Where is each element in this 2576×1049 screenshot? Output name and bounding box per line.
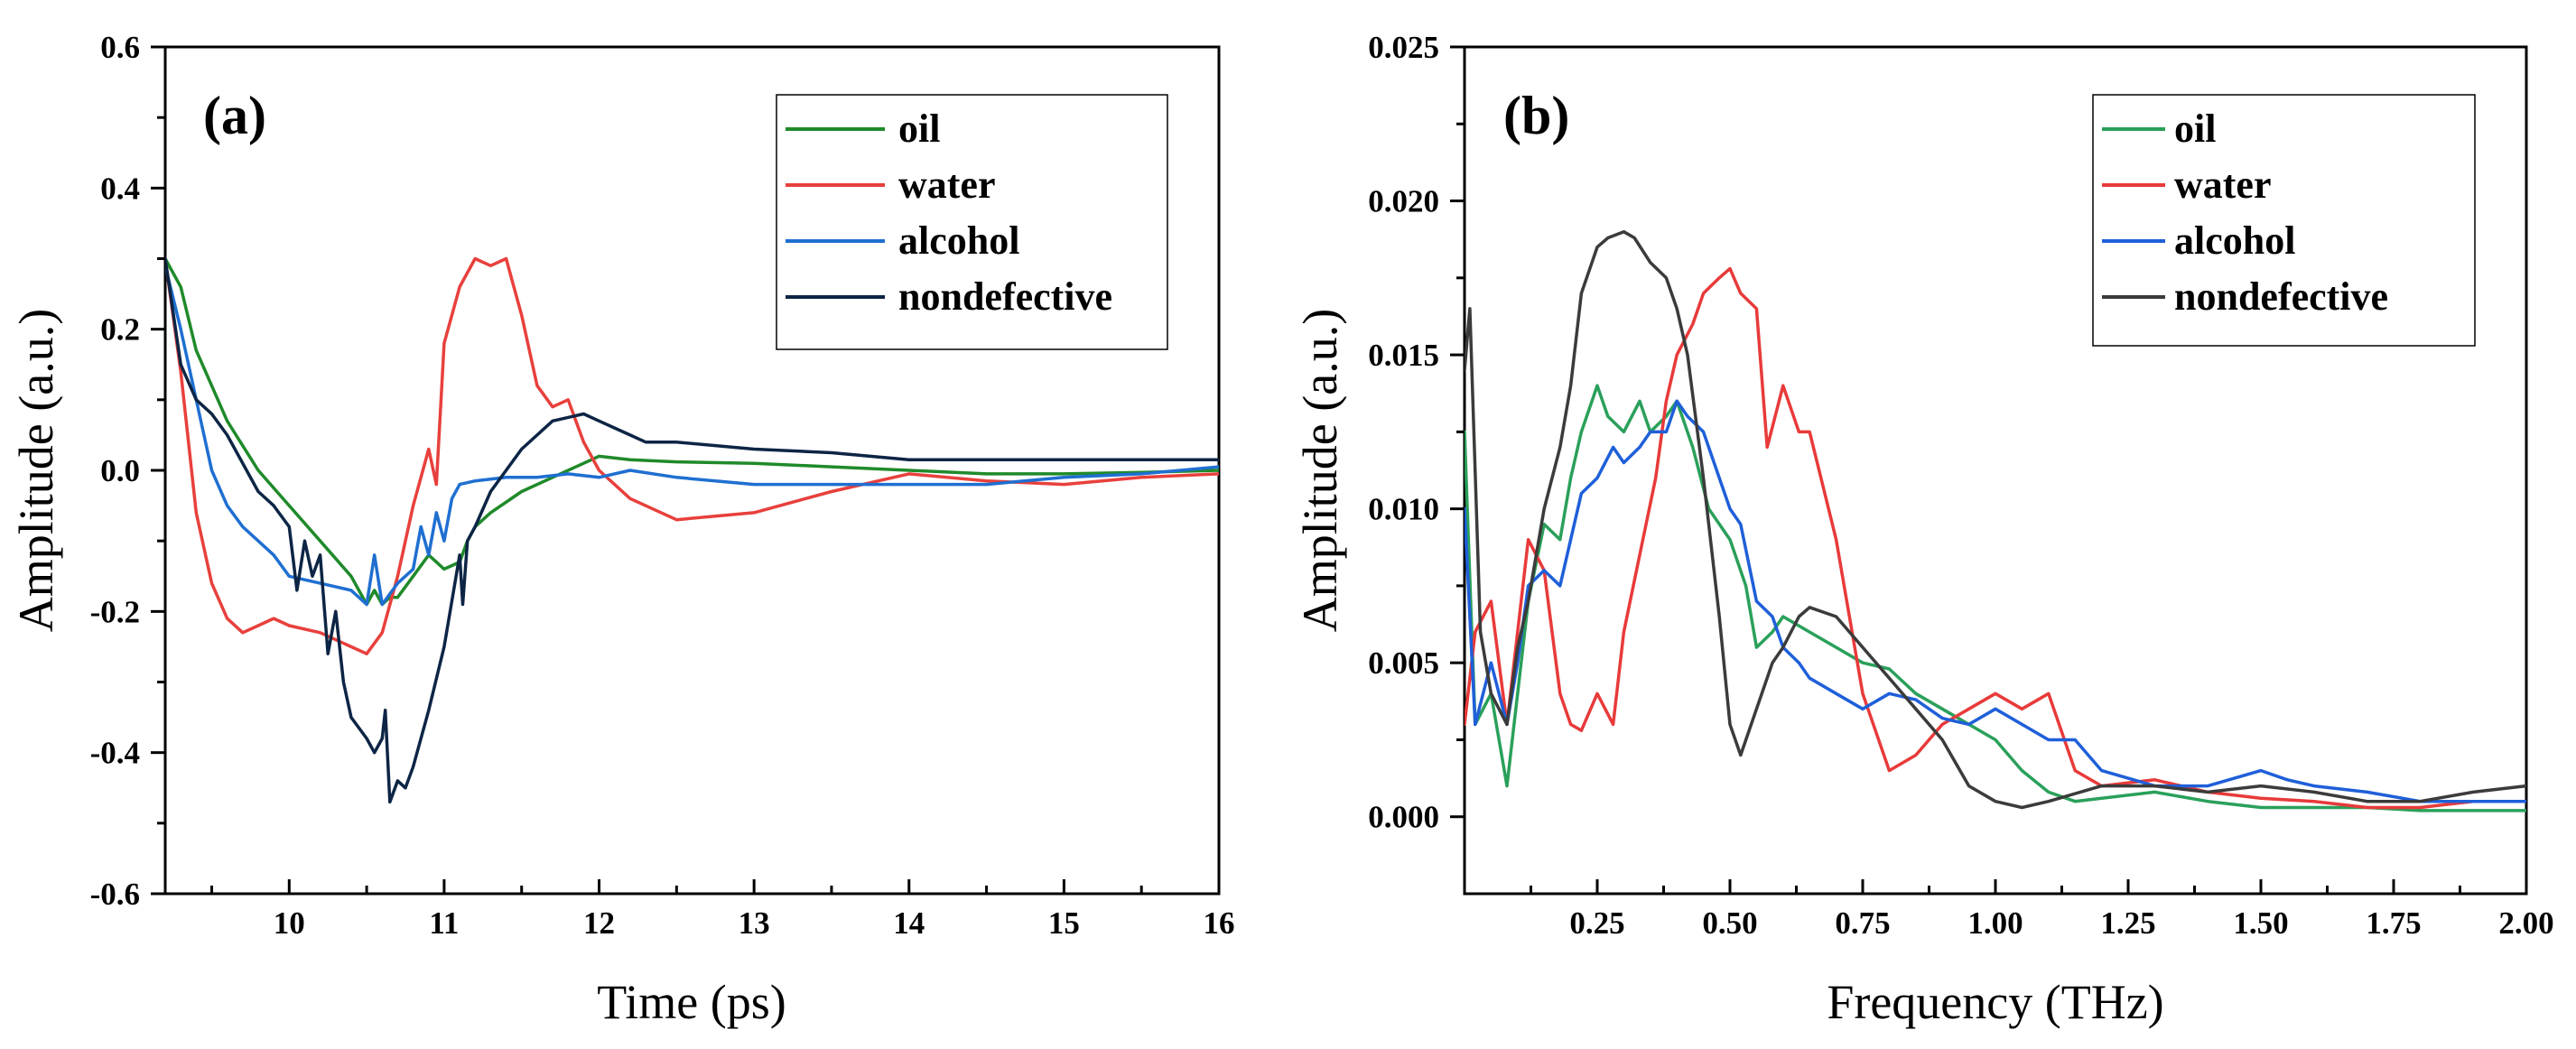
y-tick-label: -0.2: [90, 594, 140, 629]
legend-label-oil: oil: [898, 107, 940, 151]
y-axis-b: 0.000 0.005 0.010 0.015 0.020 0.025: [1368, 30, 1465, 835]
x-axis-a: 10 11 12 13 14 15 16: [209, 879, 1235, 941]
x-axis-title-b: Frequency (THz): [1827, 975, 2163, 1029]
y-tick-label: 0.015: [1368, 338, 1439, 373]
x-tick-label: 12: [583, 905, 615, 941]
y-axis-title-b: Amplitude (a.u.): [1293, 309, 1347, 632]
y-tick-label: 0.025: [1368, 30, 1439, 65]
panel-label-b: (b): [1503, 86, 1569, 145]
x-tick-label: 1.50: [2233, 905, 2288, 941]
x-tick-label: 0.75: [1835, 905, 1890, 941]
x-tick-label: 16: [1204, 905, 1235, 941]
legend-label-alcohol: alcohol: [898, 218, 1019, 263]
series-line-nondefective: [165, 256, 1219, 804]
series-line-alcohol: [1465, 399, 2526, 803]
x-tick-label: 14: [893, 905, 925, 941]
y-tick-label: 0.2: [100, 312, 140, 348]
legend-label-alcohol: alcohol: [2174, 218, 2295, 263]
series-group-a: [165, 256, 1219, 804]
series-group-b: [1465, 229, 2526, 812]
panel-a: 10 11 12 13 14 15 16 -0.6-0.4-0.20.00.20.40.6 …: [9, 30, 1235, 1029]
series-line-water: [1465, 266, 2526, 810]
legend-b: oil water alcohol nondefective: [2092, 94, 2476, 347]
series-line-alcohol: [165, 264, 1219, 607]
y-tick-label: 0.005: [1368, 645, 1439, 681]
legend-label-nondefective: nondefective: [2174, 274, 2388, 319]
y-tick-label: -0.6: [90, 877, 140, 912]
x-axis-title-a: Time (ps): [597, 975, 786, 1029]
x-tick-label: 1.75: [2366, 905, 2421, 941]
y-tick-label: 0.010: [1368, 492, 1439, 527]
x-tick-label: 10: [274, 905, 305, 941]
legend-a: oil water alcohol nondefective: [776, 94, 1168, 350]
x-tick-label: 1.25: [2100, 905, 2155, 941]
legend-label-water: water: [898, 162, 996, 207]
panel-b: 0.25 0.50 0.75 1.00 1.25 1.50 1.75 2.00 0.0000.…: [1293, 30, 2554, 1029]
x-tick-label: 15: [1048, 905, 1080, 941]
x-axis-b: 0.25 0.50 0.75 1.00 1.25 1.50 1.75 2.00: [1530, 879, 2554, 941]
x-tick-label: 13: [739, 905, 770, 941]
y-tick-label: -0.4: [90, 736, 140, 771]
y-tick-label: 0.0: [100, 453, 140, 488]
y-tick-label: 0.020: [1368, 184, 1439, 219]
x-tick-label: 11: [429, 905, 459, 941]
y-tick-label: 0.000: [1368, 800, 1439, 835]
x-tick-label: 0.25: [1569, 905, 1624, 941]
x-tick-label: 2.00: [2498, 905, 2553, 941]
y-axis-title-a: Amplitude (a.u.): [9, 309, 63, 632]
y-tick-label: 0.6: [100, 30, 140, 65]
series-line-oil: [1465, 384, 2526, 812]
legend-label-water: water: [2174, 162, 2272, 207]
x-tick-label: 1.00: [1967, 905, 2023, 941]
series-line-nondefective: [1465, 229, 2526, 810]
legend-box-b: [2092, 94, 2476, 347]
y-axis-a: -0.6 -0.4 -0.2 0.0 0.2 0.4 0.6: [90, 30, 165, 912]
legend-box-a: [776, 94, 1168, 350]
y-tick-label: 0.4: [100, 171, 140, 206]
legend-label-oil: oil: [2174, 107, 2216, 151]
panel-label-a: (a): [203, 86, 266, 145]
series-line-water: [165, 256, 1219, 655]
legend-label-nondefective: nondefective: [898, 274, 1112, 319]
x-tick-label: 0.50: [1702, 905, 1757, 941]
